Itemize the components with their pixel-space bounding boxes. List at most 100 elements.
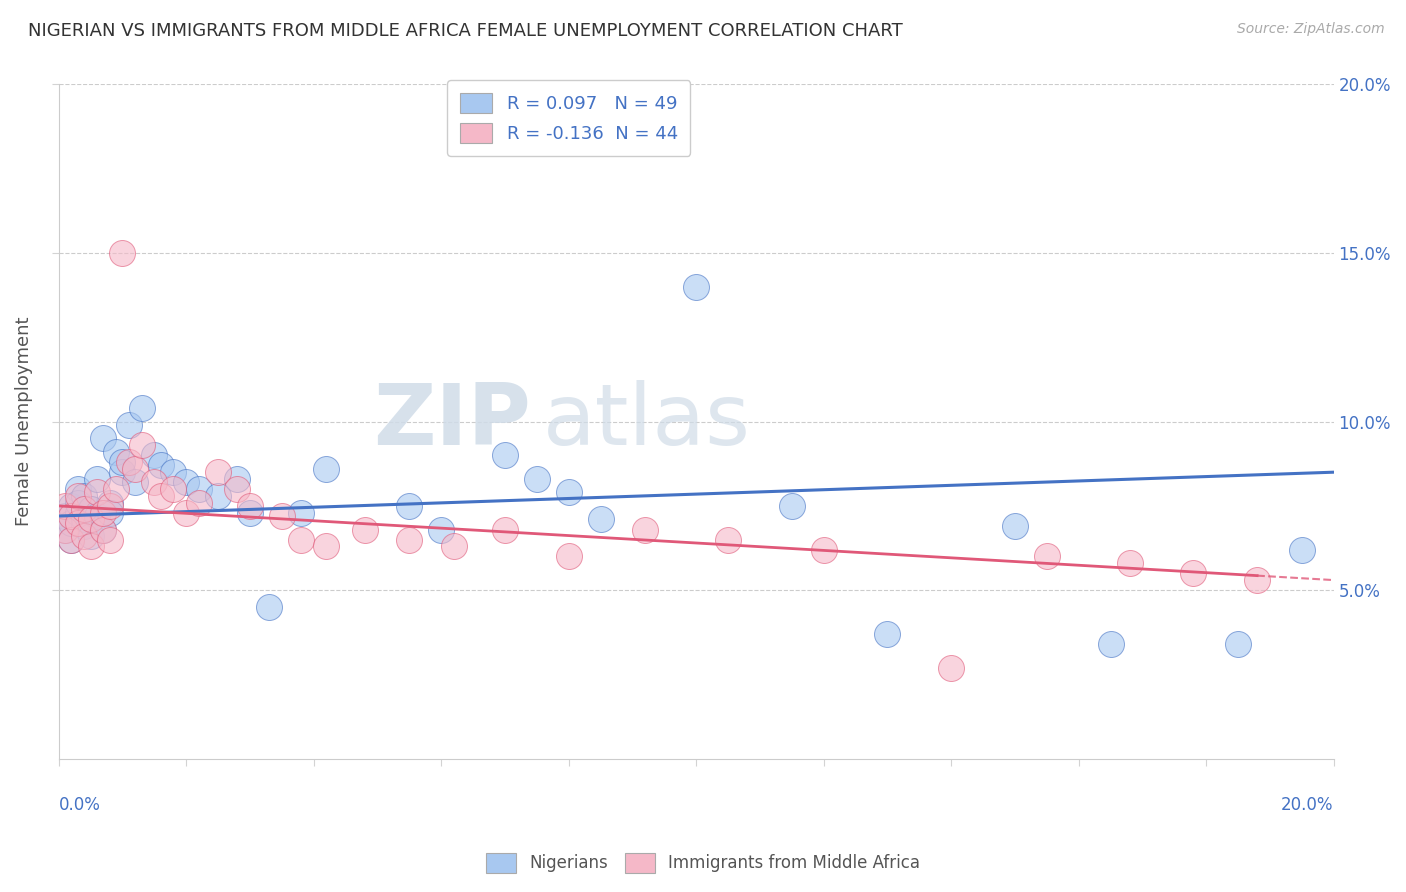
Point — [290, 506, 312, 520]
Text: Source: ZipAtlas.com: Source: ZipAtlas.com — [1237, 22, 1385, 37]
Point — [98, 506, 121, 520]
Point — [430, 523, 453, 537]
Point — [685, 279, 707, 293]
Point — [557, 485, 579, 500]
Point — [443, 540, 465, 554]
Point — [1099, 637, 1122, 651]
Point — [79, 540, 101, 554]
Point — [1227, 637, 1250, 651]
Point — [66, 516, 89, 530]
Point — [1291, 542, 1313, 557]
Point — [1118, 556, 1140, 570]
Point — [226, 482, 249, 496]
Point — [207, 489, 229, 503]
Point — [398, 533, 420, 547]
Point — [73, 512, 96, 526]
Point — [98, 499, 121, 513]
Point — [105, 482, 128, 496]
Point — [53, 523, 76, 537]
Point — [353, 523, 375, 537]
Point — [118, 455, 141, 469]
Point — [143, 475, 166, 490]
Point — [91, 432, 114, 446]
Point — [780, 499, 803, 513]
Point — [939, 661, 962, 675]
Point — [257, 600, 280, 615]
Point — [73, 529, 96, 543]
Point — [79, 512, 101, 526]
Point — [105, 445, 128, 459]
Point — [111, 465, 134, 479]
Point — [111, 455, 134, 469]
Point — [315, 540, 337, 554]
Point — [66, 482, 89, 496]
Point — [53, 523, 76, 537]
Point — [876, 627, 898, 641]
Point — [187, 495, 209, 509]
Point — [239, 506, 262, 520]
Point — [162, 465, 184, 479]
Text: atlas: atlas — [543, 380, 751, 463]
Point — [86, 485, 108, 500]
Point — [149, 489, 172, 503]
Point — [717, 533, 740, 547]
Legend: Nigerians, Immigrants from Middle Africa: Nigerians, Immigrants from Middle Africa — [479, 847, 927, 880]
Point — [174, 506, 197, 520]
Point — [124, 462, 146, 476]
Point — [79, 502, 101, 516]
Point — [494, 448, 516, 462]
Point — [557, 549, 579, 564]
Point — [91, 523, 114, 537]
Point — [634, 523, 657, 537]
Point — [239, 499, 262, 513]
Point — [60, 508, 83, 523]
Point — [162, 482, 184, 496]
Point — [315, 462, 337, 476]
Point — [398, 499, 420, 513]
Point — [131, 401, 153, 416]
Point — [53, 508, 76, 523]
Point — [1182, 566, 1205, 581]
Point — [187, 482, 209, 496]
Point — [111, 246, 134, 260]
Point — [91, 523, 114, 537]
Point — [53, 499, 76, 513]
Point — [98, 495, 121, 509]
Point — [73, 489, 96, 503]
Point — [73, 502, 96, 516]
Point — [290, 533, 312, 547]
Point — [226, 472, 249, 486]
Text: 20.0%: 20.0% — [1281, 796, 1334, 814]
Text: 0.0%: 0.0% — [59, 796, 101, 814]
Point — [73, 519, 96, 533]
Point — [526, 472, 548, 486]
Point — [118, 417, 141, 432]
Point — [98, 533, 121, 547]
Point — [1036, 549, 1059, 564]
Legend: R = 0.097   N = 49, R = -0.136  N = 44: R = 0.097 N = 49, R = -0.136 N = 44 — [447, 80, 690, 156]
Point — [131, 438, 153, 452]
Point — [494, 523, 516, 537]
Point — [143, 448, 166, 462]
Point — [270, 508, 292, 523]
Text: ZIP: ZIP — [373, 380, 530, 463]
Point — [124, 475, 146, 490]
Point — [66, 506, 89, 520]
Point — [91, 506, 114, 520]
Point — [86, 472, 108, 486]
Y-axis label: Female Unemployment: Female Unemployment — [15, 317, 32, 526]
Point — [813, 542, 835, 557]
Point — [1246, 573, 1268, 587]
Point — [60, 533, 83, 547]
Point — [86, 508, 108, 523]
Point — [60, 499, 83, 513]
Point — [1004, 519, 1026, 533]
Text: NIGERIAN VS IMMIGRANTS FROM MIDDLE AFRICA FEMALE UNEMPLOYMENT CORRELATION CHART: NIGERIAN VS IMMIGRANTS FROM MIDDLE AFRIC… — [28, 22, 903, 40]
Point — [149, 458, 172, 473]
Point — [79, 529, 101, 543]
Point — [60, 516, 83, 530]
Point — [66, 489, 89, 503]
Point — [174, 475, 197, 490]
Point — [60, 533, 83, 547]
Point — [589, 512, 612, 526]
